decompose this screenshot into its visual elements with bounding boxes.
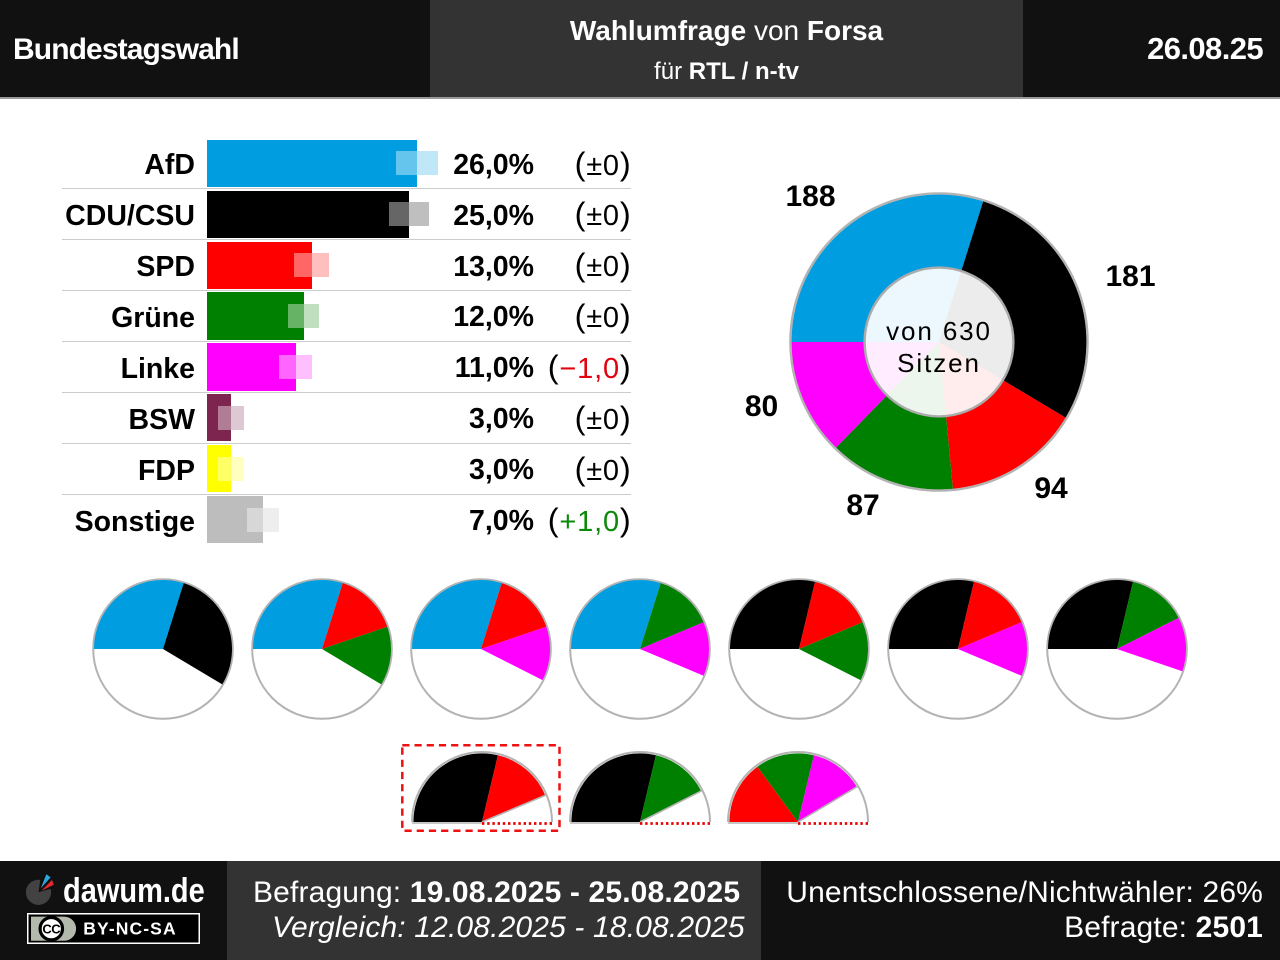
svg-text:BY-NC-SA: BY-NC-SA (83, 918, 176, 938)
svg-text:CC: CC (42, 921, 61, 936)
